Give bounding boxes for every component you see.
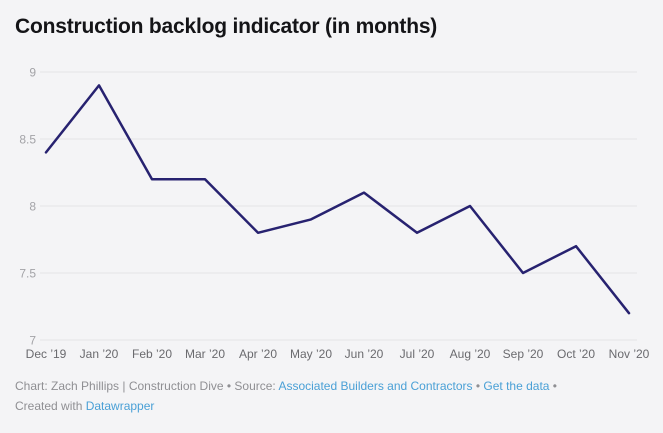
footer-separator: • [472, 379, 484, 393]
footer-created-text: Created with [15, 399, 86, 413]
x-axis-tick-label: Jul ’20 [400, 347, 435, 361]
footer-separator-2: • [549, 379, 558, 393]
datawrapper-link[interactable]: Datawrapper [85, 399, 155, 413]
y-axis-labels: 9 8.5 8 7.5 7 [19, 66, 36, 348]
y-axis-tick-label: 8.5 [19, 133, 36, 147]
x-axis-tick-label: Apr ’20 [239, 347, 277, 361]
source-link[interactable]: Associated Builders and Contractors [278, 379, 473, 393]
chart-footer: Chart: Zach Phillips | Construction Dive… [15, 376, 653, 416]
backlog-series-line [44, 84, 631, 315]
x-axis-tick-label: Jan ’20 [80, 347, 119, 361]
x-axis-tick-label: Sep ’20 [503, 347, 544, 361]
y-axis-tick-label: 7 [29, 334, 36, 348]
y-axis-tick-label: 8 [29, 200, 36, 214]
x-axis-tick-label: Oct ’20 [557, 347, 595, 361]
get-the-data-link[interactable]: Get the data [483, 379, 550, 393]
footer-credit-line: Chart: Zach Phillips | Construction Dive… [15, 376, 653, 396]
x-axis-tick-label: Mar ’20 [185, 347, 225, 361]
footer-credit-text: Chart: Zach Phillips | Construction Dive… [15, 379, 279, 393]
footer-created-line: Created with Datawrapper [15, 396, 653, 416]
y-axis-tick-label: 7.5 [19, 267, 36, 281]
x-axis-tick-label: Jun ’20 [345, 347, 384, 361]
y-axis-tick-label: 9 [29, 66, 36, 80]
x-axis-tick-label: Dec ’19 [26, 347, 67, 361]
x-axis-tick-label: Feb ’20 [132, 347, 172, 361]
x-axis-labels: Dec ’19 Jan ’20 Feb ’20 Mar ’20 Apr ’20 May ’… [26, 347, 650, 361]
x-axis-tick-label: May ’20 [290, 347, 332, 361]
x-axis-tick-label: Aug ’20 [450, 347, 491, 361]
x-axis-tick-label: Nov ’20 [609, 347, 650, 361]
chart-title: Construction backlog indicator (in month… [15, 15, 438, 38]
